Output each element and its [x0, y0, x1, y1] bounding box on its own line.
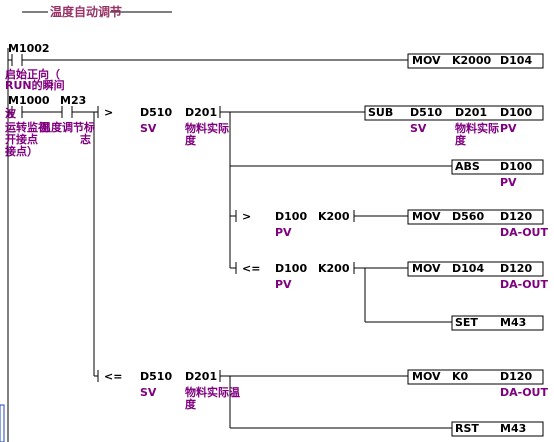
- instruction-box: [451, 421, 544, 437]
- device: M1000: [8, 94, 50, 107]
- note: PV: [275, 278, 292, 291]
- operand: D104: [500, 54, 532, 67]
- op: ABS: [455, 160, 480, 173]
- op: MOV: [412, 370, 441, 383]
- device: M23: [60, 94, 86, 107]
- note: 度: [455, 133, 467, 147]
- comment: 接点）: [5, 144, 38, 158]
- operand: K0: [452, 370, 469, 383]
- note: PV: [500, 176, 517, 189]
- note: DA-OUT: [500, 386, 548, 399]
- operand: D100: [275, 262, 307, 275]
- operand: D560: [452, 210, 484, 223]
- operand: D510: [140, 370, 172, 383]
- note: 度: [185, 397, 197, 411]
- note: DA-OUT: [500, 226, 548, 239]
- note: 物料实际: [455, 121, 499, 135]
- operand: D120: [500, 262, 532, 275]
- operand: D201: [185, 370, 217, 383]
- title: 温度自动调节: [50, 4, 122, 19]
- note: SV: [140, 122, 157, 135]
- comment: 波: [5, 106, 17, 120]
- op: SET: [455, 316, 478, 329]
- instruction-box: [451, 315, 544, 331]
- note: SV: [410, 122, 427, 135]
- comment: 运转监视: [5, 120, 49, 134]
- compare-op: >: [242, 210, 251, 223]
- operand: M43: [500, 422, 526, 435]
- operand: K2000: [452, 54, 491, 67]
- note: SV: [140, 386, 157, 399]
- comment: 志: [80, 132, 91, 146]
- operand: D120: [500, 370, 532, 383]
- comment: 启始正向（: [5, 67, 60, 81]
- op: SUB: [368, 106, 393, 119]
- operand: D120: [500, 210, 532, 223]
- instruction-box: [451, 159, 544, 175]
- operand: M43: [500, 316, 526, 329]
- wiring: [0, 11, 544, 442]
- operand: D510: [140, 106, 172, 119]
- op: MOV: [412, 262, 441, 275]
- op: MOV: [412, 210, 441, 223]
- note: 物料实际: [185, 121, 229, 135]
- operand: D100: [500, 160, 532, 173]
- compare-op: >: [104, 106, 113, 119]
- op: MOV: [412, 54, 441, 67]
- comment: RUN的瞬间: [5, 78, 65, 92]
- comment: 开接点: [5, 132, 38, 146]
- note: PV: [275, 226, 292, 239]
- comment: 温度调节标: [40, 120, 95, 134]
- operand: K200: [318, 210, 350, 223]
- note: 度: [185, 133, 197, 147]
- instruction-box: [364, 105, 544, 121]
- note: PV: [500, 122, 517, 135]
- instruction-box: [407, 209, 544, 225]
- operand: D201: [185, 106, 217, 119]
- compare-op: <=: [242, 262, 260, 275]
- window-edge: [0, 404, 5, 442]
- note: DA-OUT: [500, 278, 548, 291]
- compare-op: <=: [104, 370, 122, 383]
- instruction-box: [407, 53, 544, 69]
- operand: D100: [500, 106, 532, 119]
- instruction-box: [407, 369, 544, 385]
- operand: D201: [455, 106, 487, 119]
- operand: D100: [275, 210, 307, 223]
- operand: D104: [452, 262, 484, 275]
- device: M1002: [8, 42, 50, 55]
- instruction-box: [407, 261, 544, 277]
- op: RST: [455, 422, 479, 435]
- operand: D510: [410, 106, 442, 119]
- note: 物料实际温: [185, 385, 240, 399]
- operand: K200: [318, 262, 350, 275]
